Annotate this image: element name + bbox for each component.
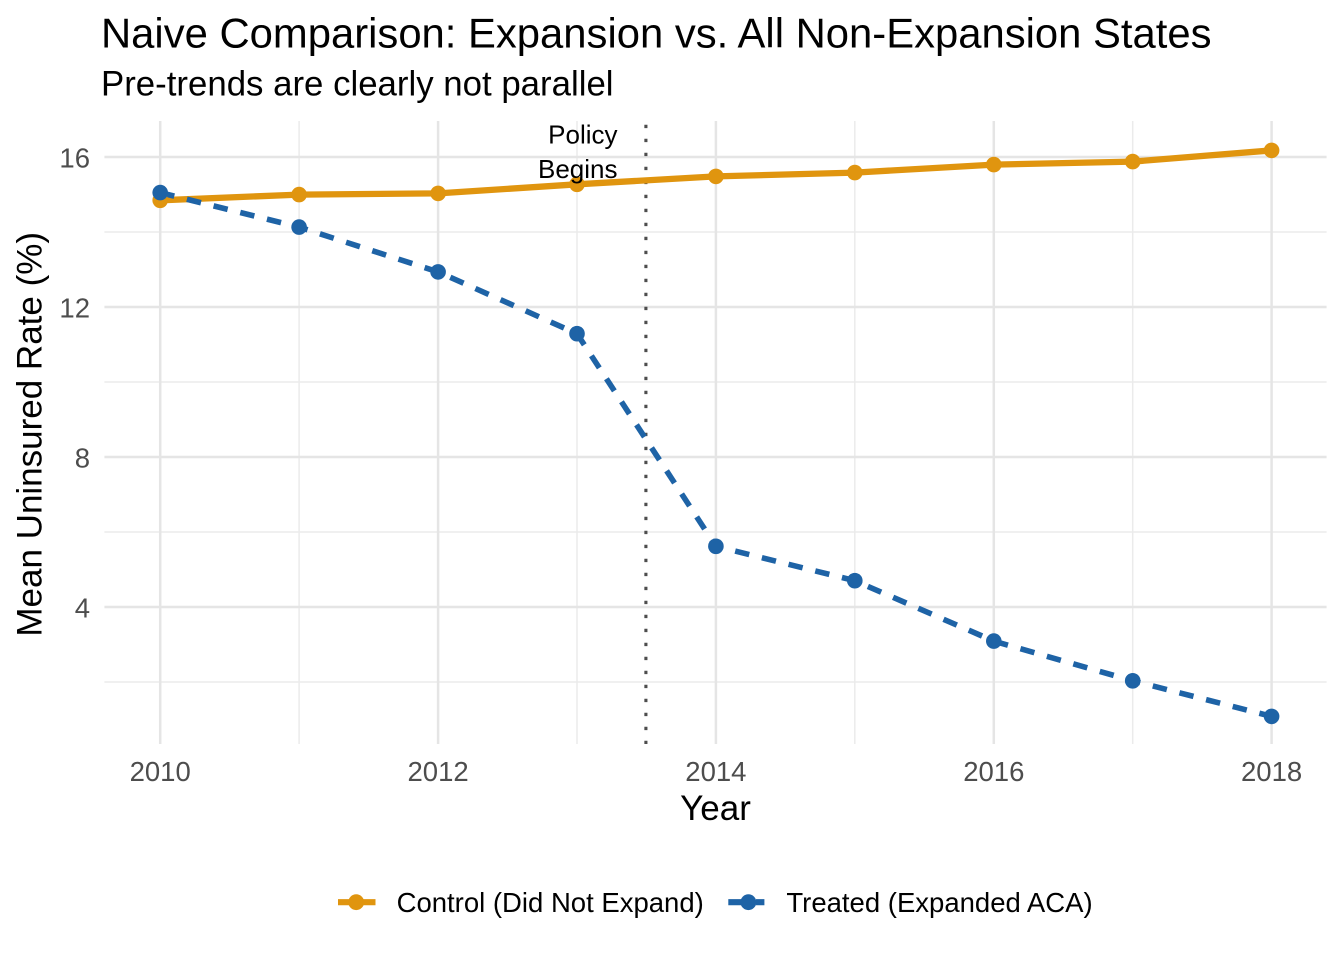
svg-text:2012: 2012: [408, 756, 469, 787]
svg-text:2010: 2010: [130, 756, 191, 787]
svg-text:Begins: Begins: [538, 154, 618, 184]
svg-text:Pre-trends are clearly not par: Pre-trends are clearly not parallel: [101, 65, 614, 104]
svg-text:2014: 2014: [685, 756, 746, 787]
svg-text:8: 8: [75, 443, 90, 474]
svg-text:Treated (Expanded ACA): Treated (Expanded ACA): [786, 887, 1092, 918]
svg-text:2016: 2016: [963, 756, 1024, 787]
svg-text:2018: 2018: [1241, 756, 1302, 787]
svg-text:Mean Uninsured Rate (%): Mean Uninsured Rate (%): [11, 232, 50, 637]
svg-text:4: 4: [75, 593, 90, 624]
svg-text:Policy: Policy: [548, 120, 617, 150]
svg-text:16: 16: [59, 143, 90, 174]
svg-text:Year: Year: [680, 789, 751, 828]
svg-text:12: 12: [59, 293, 90, 324]
svg-text:Control (Did Not Expand): Control (Did Not Expand): [397, 887, 704, 918]
svg-text:Naive Comparison: Expansion vs: Naive Comparison: Expansion vs. All Non-…: [101, 10, 1212, 57]
